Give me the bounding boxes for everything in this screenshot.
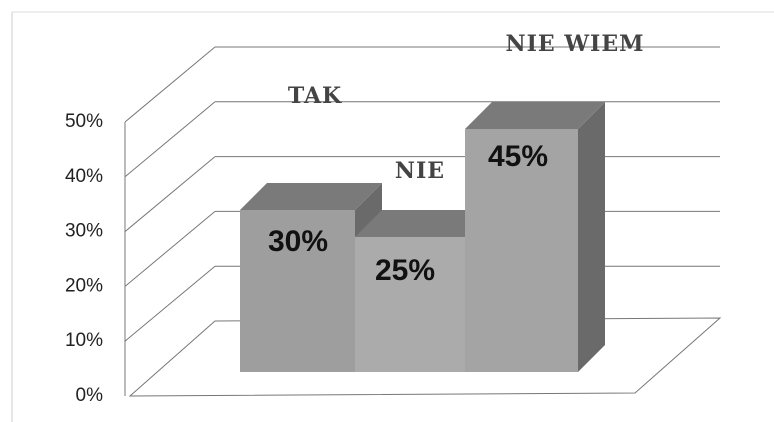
bar-top bbox=[240, 183, 382, 210]
y-tick-label: 20% bbox=[65, 275, 103, 296]
y-tick-label: 30% bbox=[65, 221, 103, 242]
y-tick-label: 0% bbox=[76, 385, 104, 406]
grid-line bbox=[124, 156, 216, 232]
y-tick-label: 40% bbox=[65, 166, 103, 187]
grid-line bbox=[124, 211, 216, 287]
y-tick-label: 10% bbox=[65, 330, 103, 351]
bar bbox=[465, 102, 605, 372]
bar-side bbox=[578, 102, 605, 372]
category-label: NIE bbox=[395, 158, 445, 184]
grid-line bbox=[124, 265, 216, 342]
value-label: 30% bbox=[268, 225, 328, 258]
bar-front bbox=[465, 129, 578, 372]
bar-front bbox=[355, 237, 465, 372]
category-label: TAK bbox=[288, 83, 342, 109]
floor bbox=[128, 317, 722, 397]
bar-top bbox=[465, 102, 605, 129]
value-label: 45% bbox=[488, 140, 548, 173]
bar-front bbox=[240, 210, 355, 372]
y-tick-label: 50% bbox=[65, 111, 103, 132]
category-label: NIE WIEM bbox=[506, 31, 645, 57]
grid-line bbox=[124, 46, 216, 123]
bar-top bbox=[355, 210, 492, 237]
grid-line bbox=[124, 101, 216, 178]
value-label: 25% bbox=[375, 254, 435, 287]
